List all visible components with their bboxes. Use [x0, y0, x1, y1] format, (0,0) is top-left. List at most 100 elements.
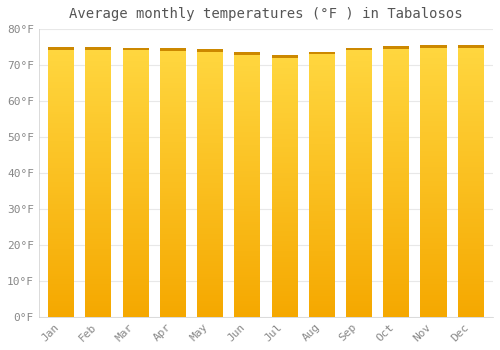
- Bar: [160, 233, 186, 236]
- Bar: [272, 144, 297, 147]
- Bar: [346, 139, 372, 142]
- Bar: [458, 260, 483, 262]
- Bar: [458, 309, 483, 312]
- Bar: [122, 241, 148, 244]
- Bar: [420, 164, 446, 167]
- Bar: [234, 52, 260, 55]
- Bar: [458, 156, 483, 159]
- Bar: [234, 267, 260, 269]
- Bar: [234, 124, 260, 126]
- Bar: [48, 206, 74, 209]
- Bar: [234, 301, 260, 303]
- Bar: [308, 78, 335, 81]
- Bar: [346, 134, 372, 136]
- Bar: [122, 104, 148, 107]
- Bar: [234, 82, 260, 84]
- Bar: [272, 173, 297, 176]
- Bar: [308, 248, 335, 251]
- Bar: [420, 257, 446, 260]
- Bar: [272, 97, 297, 100]
- Bar: [458, 45, 483, 48]
- Bar: [308, 89, 335, 91]
- Bar: [383, 211, 409, 214]
- Bar: [346, 136, 372, 139]
- Bar: [160, 314, 186, 317]
- Bar: [420, 45, 446, 48]
- Bar: [48, 203, 74, 206]
- Bar: [48, 96, 74, 98]
- Bar: [420, 203, 446, 205]
- Bar: [160, 198, 186, 201]
- Bar: [272, 244, 297, 246]
- Bar: [234, 121, 260, 124]
- Bar: [122, 83, 148, 85]
- Bar: [197, 135, 223, 137]
- Bar: [48, 163, 74, 166]
- Bar: [383, 271, 409, 273]
- Bar: [308, 174, 335, 176]
- Bar: [272, 215, 297, 217]
- Bar: [48, 47, 74, 50]
- Bar: [86, 168, 112, 171]
- Bar: [458, 148, 483, 151]
- Bar: [420, 183, 446, 186]
- Bar: [234, 163, 260, 166]
- Bar: [122, 201, 148, 204]
- Bar: [122, 312, 148, 314]
- Bar: [48, 101, 74, 104]
- Bar: [420, 254, 446, 257]
- Bar: [122, 190, 148, 193]
- Bar: [308, 264, 335, 266]
- Bar: [197, 306, 223, 309]
- Bar: [86, 144, 112, 147]
- Bar: [122, 128, 148, 131]
- Bar: [86, 171, 112, 174]
- Bar: [383, 189, 409, 192]
- Bar: [160, 105, 186, 107]
- Bar: [122, 287, 148, 290]
- Bar: [420, 64, 446, 66]
- Bar: [86, 114, 112, 117]
- Bar: [234, 296, 260, 298]
- Bar: [86, 136, 112, 139]
- Bar: [308, 200, 335, 203]
- Bar: [48, 79, 74, 82]
- Bar: [383, 49, 409, 51]
- Bar: [420, 312, 446, 314]
- Bar: [122, 282, 148, 285]
- Bar: [48, 63, 74, 66]
- Bar: [420, 151, 446, 154]
- Bar: [234, 298, 260, 301]
- Bar: [160, 282, 186, 285]
- Bar: [160, 48, 186, 51]
- Bar: [86, 66, 112, 69]
- Bar: [346, 314, 372, 317]
- Bar: [383, 262, 409, 265]
- Bar: [122, 48, 148, 50]
- Bar: [197, 212, 223, 215]
- Bar: [272, 299, 297, 301]
- Bar: [48, 155, 74, 158]
- Bar: [122, 236, 148, 239]
- Bar: [420, 292, 446, 295]
- Bar: [458, 56, 483, 58]
- Bar: [122, 298, 148, 301]
- Bar: [272, 131, 297, 134]
- Bar: [458, 162, 483, 164]
- Bar: [197, 60, 223, 62]
- Bar: [197, 175, 223, 177]
- Bar: [308, 306, 335, 309]
- Bar: [420, 186, 446, 189]
- Bar: [122, 72, 148, 75]
- Bar: [420, 48, 446, 50]
- Bar: [308, 73, 335, 76]
- Bar: [122, 306, 148, 309]
- Bar: [420, 273, 446, 276]
- Bar: [346, 244, 372, 247]
- Bar: [346, 241, 372, 244]
- Bar: [48, 61, 74, 63]
- Bar: [420, 289, 446, 292]
- Bar: [383, 119, 409, 122]
- Bar: [160, 241, 186, 244]
- Bar: [272, 165, 297, 168]
